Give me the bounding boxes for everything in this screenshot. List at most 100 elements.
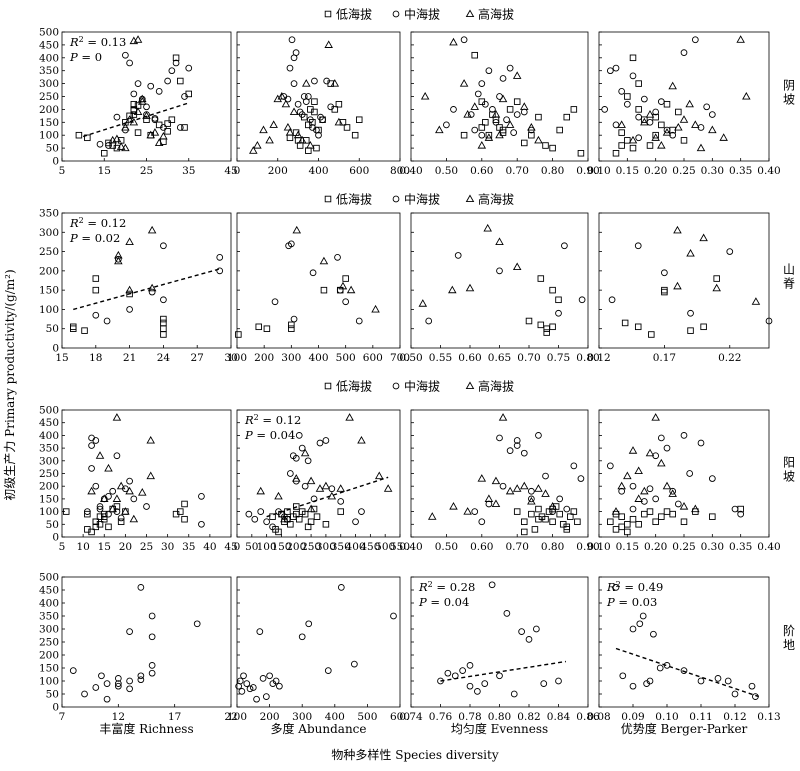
data-point (503, 116, 510, 124)
x-tick-label: 0.70 (517, 352, 540, 364)
data-point (297, 135, 307, 144)
legend-marker-triangle (465, 194, 475, 203)
data-point (680, 137, 688, 144)
data-point (634, 494, 643, 502)
data-point (645, 448, 655, 457)
x-tick-label: 30 (224, 352, 237, 364)
data-point (125, 237, 134, 245)
data-point (496, 267, 503, 275)
data-point (535, 515, 542, 523)
data-point (283, 122, 293, 131)
data-point (466, 662, 474, 669)
data-point (496, 434, 503, 442)
data-point (288, 325, 295, 332)
data-point (634, 323, 642, 331)
data-point (607, 518, 614, 526)
data-point (148, 662, 156, 669)
data-point (298, 444, 306, 452)
data-point (624, 528, 631, 536)
data-point (292, 225, 302, 234)
trend-line (615, 647, 760, 698)
data-point (510, 129, 518, 136)
data-point (639, 612, 647, 620)
data-point (70, 323, 77, 331)
legend-row-1: 低海拔 中海拔 高海拔 (324, 7, 514, 22)
data-point (164, 128, 171, 135)
data-point (316, 439, 324, 447)
data-point (669, 487, 677, 495)
y-tick-label: 0 (52, 532, 59, 544)
data-point (198, 493, 205, 500)
data-point (307, 518, 315, 526)
data-point (96, 505, 104, 513)
data-point (355, 317, 363, 325)
data-point (306, 476, 316, 485)
data-point (629, 505, 637, 513)
data-point (290, 315, 298, 323)
data-point (265, 135, 274, 144)
data-point (148, 633, 156, 641)
data-point (492, 118, 500, 126)
x-tick-label: 0.10 (655, 711, 678, 723)
data-point (478, 518, 486, 526)
data-point (448, 285, 457, 294)
series-square (235, 275, 349, 338)
scatter-panel-r1c2: 0 200 400 600 800 (234, 31, 410, 177)
data-point (555, 309, 562, 317)
data-point (315, 126, 322, 134)
data-point (449, 37, 458, 46)
legend-label: 中海拔 (404, 192, 440, 207)
p-value-annotation: P = 0.03 (606, 595, 657, 609)
series-circle (69, 584, 201, 703)
data-point (474, 688, 481, 695)
column-label: 多度 Abundance (270, 721, 366, 736)
data-point (251, 515, 259, 523)
data-point (549, 518, 556, 526)
x-tick-label: 5 (59, 541, 66, 553)
y-tick-label: 300 (39, 227, 59, 239)
series-square (62, 500, 188, 536)
data-point (277, 91, 287, 100)
data-point (290, 54, 298, 62)
data-point (122, 51, 129, 59)
y-tick-label: 150 (39, 493, 59, 505)
data-point (540, 680, 548, 687)
series-circle (608, 242, 773, 325)
x-tick-label: 0.12 (587, 352, 610, 364)
data-point (535, 113, 542, 121)
x-tick-label: 0.30 (701, 541, 724, 553)
data-point (216, 254, 224, 261)
data-point (506, 447, 514, 454)
x-tick-label: 100 (227, 352, 247, 364)
data-point (435, 125, 444, 134)
data-point (112, 494, 122, 502)
data-point (313, 144, 320, 152)
data-point (601, 106, 609, 113)
x-tick-label: 0.40 (399, 541, 422, 553)
x-axis-label: 物种多样性 Species diversity (331, 747, 498, 762)
data-point (478, 124, 486, 131)
legend-label: 低海拔 (336, 7, 372, 22)
data-point (130, 495, 138, 503)
data-point (478, 131, 486, 139)
x-tick-label: 0.80 (576, 352, 599, 364)
data-point (612, 526, 620, 533)
data-point (499, 482, 507, 490)
x-tick-label: 800 (390, 165, 410, 177)
data-point (92, 286, 100, 294)
data-point (478, 80, 486, 87)
data-point (319, 116, 326, 124)
data-point (535, 505, 542, 513)
x-tick-label: 550 (390, 541, 410, 553)
data-point (635, 106, 642, 113)
data-point (298, 111, 306, 118)
data-point (177, 77, 184, 85)
y-tick-label: 300 (39, 455, 59, 467)
data-point (621, 319, 629, 327)
scatter-panel-r1c3: 0.40 0.50 0.60 0.70 0.80 0.90 (399, 31, 600, 177)
data-point (460, 36, 468, 44)
data-point (280, 514, 289, 523)
data-point (459, 79, 469, 87)
data-point (505, 120, 515, 128)
data-point (121, 507, 130, 515)
